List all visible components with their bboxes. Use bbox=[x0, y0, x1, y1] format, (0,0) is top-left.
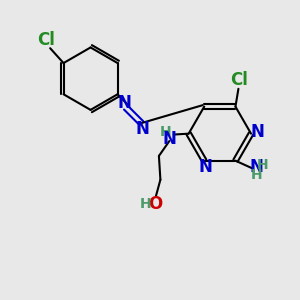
Text: Cl: Cl bbox=[230, 71, 248, 89]
Text: N: N bbox=[118, 94, 131, 112]
Text: O: O bbox=[148, 195, 162, 213]
Text: H: H bbox=[160, 124, 172, 139]
Text: N: N bbox=[251, 123, 265, 141]
Text: N: N bbox=[199, 158, 213, 176]
Text: H: H bbox=[251, 168, 263, 182]
Text: H: H bbox=[140, 197, 152, 211]
Text: N: N bbox=[250, 158, 264, 176]
Text: H: H bbox=[257, 158, 269, 172]
Text: N: N bbox=[163, 130, 177, 148]
Text: Cl: Cl bbox=[37, 31, 55, 49]
Text: N: N bbox=[136, 120, 150, 138]
